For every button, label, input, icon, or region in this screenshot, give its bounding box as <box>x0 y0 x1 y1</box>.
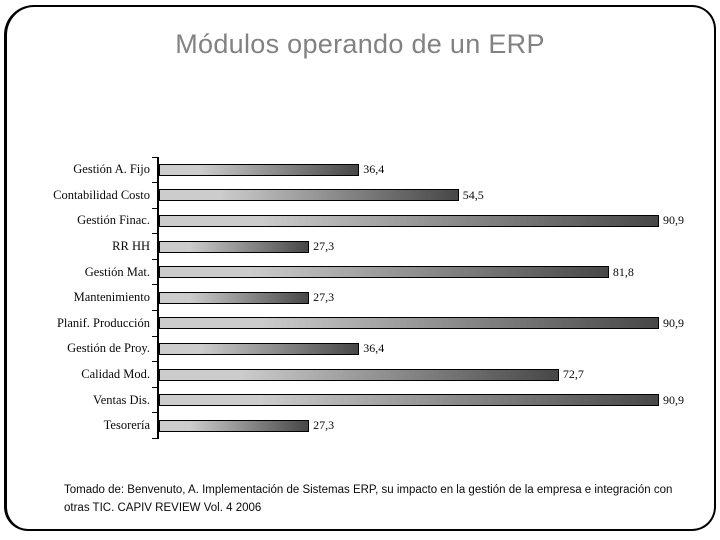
bar-track: 27,3 <box>152 233 718 260</box>
chart-row: RR HH 27,3 <box>38 233 718 260</box>
category-label: RR HH <box>112 239 150 254</box>
chart-row: Planif. Producción 90,9 <box>38 310 718 337</box>
bar-track: 36,4 <box>152 335 718 362</box>
bar <box>159 368 559 381</box>
slide-title: Módulos operando de un ERP <box>175 29 545 59</box>
chart-row: Gestión de Proy. 36,4 <box>38 335 718 362</box>
value-label: 81,8 <box>612 264 634 279</box>
value-label: 36,4 <box>363 341 385 356</box>
bar <box>159 266 609 279</box>
category-label: Gestión Mat. <box>84 264 150 279</box>
value-label: 27,3 <box>313 239 335 254</box>
bar <box>159 291 310 304</box>
chart-row: Mantenimiento 27,3 <box>38 284 718 311</box>
bar-track: 36,4 <box>152 156 718 183</box>
bar-track: 90,9 <box>152 386 718 413</box>
chart-row: Calidad Mod. 72,7 <box>38 361 718 388</box>
bar-track: 81,8 <box>152 258 718 285</box>
category-label: Planif. Producción <box>56 315 150 330</box>
bar <box>159 163 360 176</box>
category-label: Gestión A. Fijo <box>73 162 150 177</box>
value-label: 54,5 <box>462 187 484 202</box>
value-label: 27,3 <box>313 418 335 433</box>
bar <box>159 342 360 355</box>
chart-row: Contabilidad Costo 54,5 <box>38 182 718 209</box>
value-label: 72,7 <box>562 367 584 382</box>
chart-row: Gestión Finac. 90,9 <box>38 207 718 234</box>
category-label: Tesorería <box>103 418 150 433</box>
slide-frame <box>4 5 716 531</box>
value-label: 36,4 <box>363 162 385 177</box>
bar-track: 90,9 <box>152 207 718 234</box>
bar-track: 54,5 <box>152 182 718 209</box>
bar <box>159 214 659 227</box>
value-label: 27,3 <box>313 290 335 305</box>
bar <box>159 317 659 330</box>
bar-track: 27,3 <box>152 284 718 311</box>
chart-rows: Gestión A. Fijo 36,4 Contabilidad Costo 54,… <box>38 156 718 439</box>
bar <box>159 394 659 407</box>
category-label: Calidad Mod. <box>81 367 150 382</box>
bar-track: 27,3 <box>152 412 718 439</box>
bar <box>159 189 459 202</box>
category-label: Mantenimiento <box>73 290 150 305</box>
chart-row: Ventas Dis. 90,9 <box>38 386 718 413</box>
chart-row: Tesorería 27,3 <box>38 412 718 439</box>
value-label: 90,9 <box>662 392 684 407</box>
bar-track: 90,9 <box>152 310 718 337</box>
bar-track: 72,7 <box>152 361 718 388</box>
value-label: 90,9 <box>662 213 684 228</box>
category-label: Contabilidad Costo <box>53 187 150 202</box>
citation-text: Tomado de: Benvenuto, A. Implementación … <box>64 484 673 514</box>
category-label: Gestión de Proy. <box>67 341 150 356</box>
category-label: Gestión Finac. <box>77 213 150 228</box>
value-label: 90,9 <box>662 315 684 330</box>
category-label: Ventas Dis. <box>93 392 150 407</box>
bar-chart: Gestión A. Fijo 36,4 Contabilidad Costo 54,… <box>38 156 718 439</box>
chart-row: Gestión Mat. 81,8 <box>38 258 718 285</box>
bar <box>159 240 310 253</box>
bar <box>159 419 310 432</box>
chart-row: Gestión A. Fijo 36,4 <box>38 156 718 183</box>
